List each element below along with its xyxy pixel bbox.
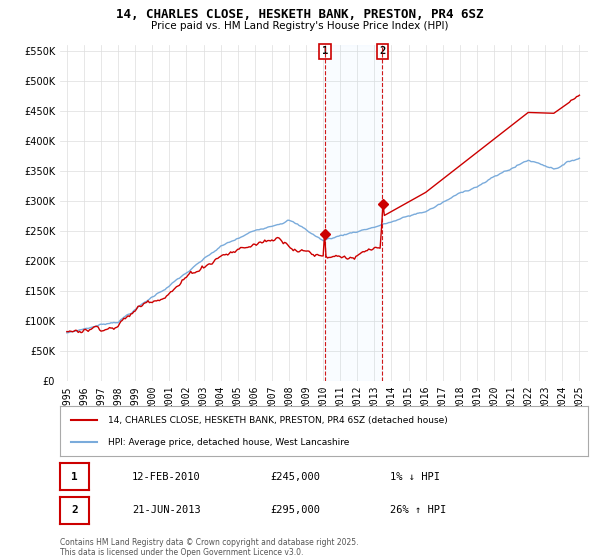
Text: 14, CHARLES CLOSE, HESKETH BANK, PRESTON, PR4 6SZ: 14, CHARLES CLOSE, HESKETH BANK, PRESTON… (116, 8, 484, 21)
Text: 2: 2 (71, 505, 78, 515)
Text: 14, CHARLES CLOSE, HESKETH BANK, PRESTON, PR4 6SZ (detached house): 14, CHARLES CLOSE, HESKETH BANK, PRESTON… (107, 416, 447, 424)
Text: Contains HM Land Registry data © Crown copyright and database right 2025.
This d: Contains HM Land Registry data © Crown c… (60, 538, 359, 557)
Text: Price paid vs. HM Land Registry's House Price Index (HPI): Price paid vs. HM Land Registry's House … (151, 21, 449, 31)
Text: 1: 1 (71, 472, 78, 482)
Text: £295,000: £295,000 (270, 505, 320, 515)
Text: £245,000: £245,000 (270, 472, 320, 482)
Text: 1: 1 (322, 46, 328, 57)
Text: 26% ↑ HPI: 26% ↑ HPI (390, 505, 446, 515)
Text: HPI: Average price, detached house, West Lancashire: HPI: Average price, detached house, West… (107, 438, 349, 447)
Text: 21-JUN-2013: 21-JUN-2013 (132, 505, 201, 515)
Text: 1% ↓ HPI: 1% ↓ HPI (390, 472, 440, 482)
Text: 2: 2 (379, 46, 386, 57)
Text: 12-FEB-2010: 12-FEB-2010 (132, 472, 201, 482)
Bar (325, 45, 382, 381)
